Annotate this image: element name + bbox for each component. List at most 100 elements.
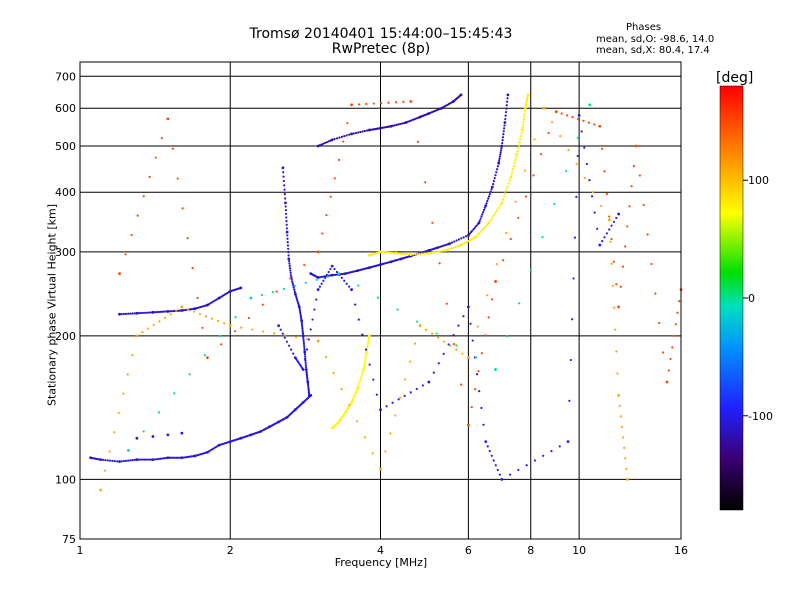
echo-point	[500, 201, 504, 205]
echo-point	[502, 130, 505, 133]
echo-point	[521, 126, 524, 129]
echo-point	[409, 391, 412, 394]
echo-point	[518, 141, 521, 144]
echo-point	[315, 278, 318, 281]
echo-point	[490, 454, 493, 457]
echo-point	[302, 336, 305, 339]
echo-point	[495, 209, 499, 212]
echo-point	[487, 316, 490, 319]
echo-point	[585, 162, 588, 166]
echo-point	[260, 293, 263, 297]
echo-point	[223, 322, 226, 325]
echo-point	[182, 309, 185, 312]
echo-point	[299, 310, 302, 314]
echo-point	[506, 185, 509, 188]
echo-point	[340, 135, 343, 138]
echo-point	[494, 211, 497, 214]
echo-point	[577, 113, 581, 117]
echo-point	[366, 346, 369, 350]
echo-point	[284, 205, 287, 208]
echo-point	[325, 213, 328, 217]
echo-point	[496, 165, 499, 168]
colorbar-tick-label: 100	[748, 174, 769, 187]
echo-point	[442, 352, 445, 355]
echo-point	[275, 290, 278, 293]
echo-point	[239, 286, 243, 290]
echo-point	[484, 440, 488, 444]
echo-point	[333, 177, 336, 180]
echo-point	[147, 458, 151, 461]
echo-point	[157, 457, 160, 461]
echo-point	[198, 312, 202, 316]
echo-point	[335, 137, 339, 140]
echo-point	[520, 132, 523, 135]
echo-point	[524, 195, 528, 198]
echo-point	[118, 460, 121, 463]
echo-point	[316, 288, 320, 291]
echo-point	[302, 342, 306, 345]
echo-point	[409, 360, 412, 363]
echo-point	[307, 389, 310, 392]
echo-point	[554, 110, 558, 114]
echo-point	[466, 423, 470, 427]
echo-point	[139, 311, 142, 315]
echo-point	[499, 153, 502, 156]
echo-point	[375, 393, 378, 396]
echo-point	[507, 182, 510, 185]
echo-point	[147, 311, 151, 314]
echo-point	[301, 368, 305, 371]
echo-point	[129, 312, 132, 315]
echo-point	[307, 387, 310, 390]
echo-point	[447, 343, 450, 346]
echo-point	[145, 311, 149, 314]
echo-point	[334, 273, 337, 276]
echo-point	[287, 260, 291, 263]
echo-point	[421, 384, 424, 387]
echo-point	[367, 336, 371, 339]
echo-point	[477, 370, 480, 373]
echo-point	[113, 459, 116, 463]
echo-point	[445, 302, 448, 305]
echo-point	[155, 311, 158, 314]
echo-point	[449, 344, 452, 347]
echo-point	[366, 129, 369, 132]
echo-point	[492, 214, 495, 217]
echo-point	[379, 250, 382, 254]
echo-point	[492, 183, 495, 186]
echo-point	[327, 270, 330, 274]
echo-point	[498, 473, 501, 476]
echo-point	[137, 458, 140, 461]
echo-point	[173, 456, 176, 459]
echo-point	[566, 440, 570, 444]
echo-point	[479, 217, 482, 220]
echo-point	[624, 457, 627, 460]
echo-point	[391, 124, 395, 127]
echo-point	[460, 383, 463, 386]
echo-point	[301, 325, 304, 328]
echo-point	[318, 285, 321, 288]
echo-point	[665, 380, 669, 384]
echo-point	[311, 318, 314, 321]
echo-point	[286, 241, 289, 244]
echo-point	[494, 368, 497, 371]
echo-point	[525, 464, 528, 467]
echo-point	[513, 161, 516, 165]
echo-point	[157, 310, 160, 314]
echo-point	[615, 216, 618, 220]
echo-point	[601, 147, 604, 150]
echo-point	[501, 136, 505, 139]
echo-point	[484, 334, 487, 337]
echo-point	[617, 305, 621, 309]
echo-point	[539, 153, 543, 156]
echo-point	[446, 248, 449, 251]
echo-point	[571, 116, 574, 119]
echo-point	[186, 308, 190, 311]
echo-point	[464, 235, 468, 238]
x-tick-label: 6	[465, 544, 472, 557]
echo-point	[505, 231, 508, 235]
echo-point	[434, 251, 437, 254]
echo-point	[304, 366, 308, 369]
echo-point	[591, 190, 595, 194]
echo-point	[196, 296, 199, 300]
echo-point	[411, 118, 415, 121]
